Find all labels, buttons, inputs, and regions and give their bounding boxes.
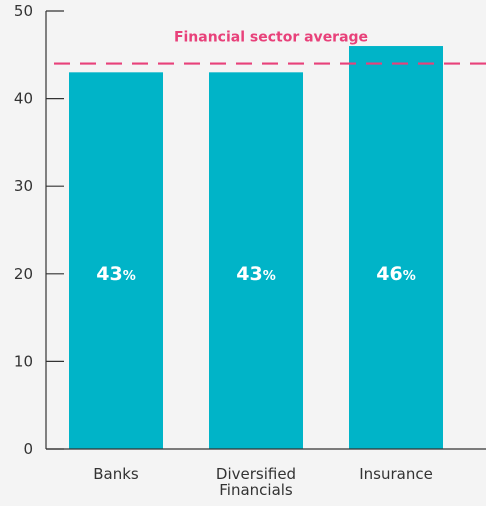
y-tick-label: 30 xyxy=(14,177,33,195)
y-tick-label: 10 xyxy=(14,352,33,370)
bar xyxy=(349,46,443,449)
bars xyxy=(69,46,443,449)
y-axis-ticks: 0 10 20 30 40 50 xyxy=(14,2,64,458)
x-category-label: Insurance xyxy=(359,465,433,483)
bar xyxy=(209,72,303,449)
y-tick-label: 50 xyxy=(14,2,33,20)
y-tick-label: 0 xyxy=(23,440,33,458)
y-tick-label: 40 xyxy=(14,90,33,108)
bar-value-label: 43% xyxy=(96,263,135,285)
x-category-label: Diversified Financials xyxy=(216,465,296,499)
bar-value-label: 43% xyxy=(236,263,275,285)
y-tick-label: 20 xyxy=(14,265,33,283)
x-category-label: Banks xyxy=(93,465,139,483)
reference-line-label: Financial sector average xyxy=(174,30,368,46)
bar-value-label: 46% xyxy=(376,263,415,285)
bar xyxy=(69,72,163,449)
bar-value-labels: 43% 43% 46% xyxy=(96,263,415,285)
x-axis-category-labels: Banks Diversified Financials Insurance xyxy=(93,465,433,499)
